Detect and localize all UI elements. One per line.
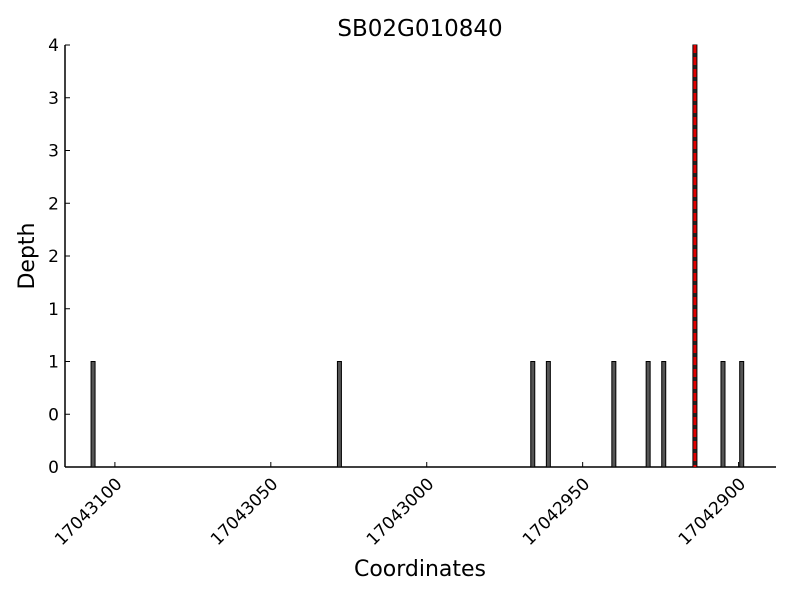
bar [545,361,551,468]
bar [530,361,536,468]
y-tick-label: 1 [48,353,59,373]
bar [720,361,726,468]
bar [611,361,617,468]
x-tick-label: 17043100 [51,474,126,549]
y-tick-label: 3 [48,142,59,162]
chart-title: SB02G010840 [337,16,502,42]
x-tick-label: 17043000 [363,474,438,549]
x-axis-label: Coordinates [354,557,486,582]
y-axis-label: Depth [15,222,40,289]
bar [336,361,342,468]
x-tick-label: 17042900 [675,474,750,549]
y-tick-label: 0 [48,458,59,478]
x-tick-label: 17042950 [519,474,594,549]
y-tick-label: 2 [48,247,59,267]
x-tick-label: 17043050 [207,474,282,549]
y-tick-label: 0 [48,405,59,425]
y-tick-label: 3 [48,89,59,109]
y-tick-label: 4 [48,36,59,56]
y-tick-label: 2 [48,194,59,214]
bar [645,361,651,468]
bar [661,361,667,468]
bar [739,361,745,468]
y-tick-label: 1 [48,300,59,320]
bar [90,361,96,468]
